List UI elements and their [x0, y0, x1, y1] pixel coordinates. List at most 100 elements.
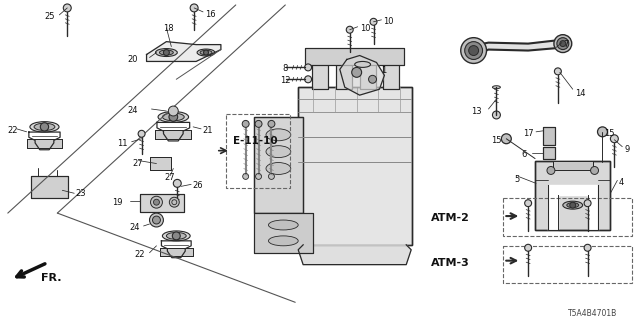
Text: 16: 16	[205, 10, 216, 19]
Text: 27: 27	[132, 159, 143, 168]
Text: 15: 15	[604, 129, 615, 138]
Text: FR.: FR.	[40, 273, 61, 283]
Circle shape	[584, 244, 591, 251]
Text: E-11-10: E-11-10	[233, 136, 277, 146]
Bar	[160, 248, 193, 256]
Bar	[503, 198, 632, 236]
Text: 6: 6	[521, 150, 527, 159]
Ellipse shape	[387, 57, 396, 62]
Circle shape	[525, 200, 532, 207]
Circle shape	[170, 197, 179, 207]
Text: 15: 15	[492, 136, 502, 145]
Ellipse shape	[383, 55, 399, 63]
Circle shape	[501, 134, 511, 144]
Text: 11: 11	[117, 139, 127, 148]
Bar	[305, 48, 404, 65]
Circle shape	[554, 35, 572, 52]
Bar	[253, 213, 313, 253]
Ellipse shape	[312, 55, 328, 63]
Text: 24: 24	[130, 223, 140, 232]
Ellipse shape	[268, 220, 298, 230]
Circle shape	[242, 120, 249, 127]
Bar	[31, 176, 68, 198]
Polygon shape	[298, 245, 411, 265]
Ellipse shape	[163, 113, 184, 121]
Text: 10: 10	[383, 17, 394, 26]
Ellipse shape	[163, 231, 190, 241]
Ellipse shape	[266, 146, 291, 157]
Text: 5: 5	[515, 175, 520, 184]
Circle shape	[591, 166, 598, 174]
Ellipse shape	[200, 50, 212, 55]
Bar	[543, 147, 555, 159]
Ellipse shape	[336, 55, 352, 63]
Circle shape	[525, 244, 532, 251]
Circle shape	[138, 130, 145, 137]
Circle shape	[152, 216, 161, 224]
Text: 23: 23	[75, 189, 86, 198]
Circle shape	[150, 196, 163, 208]
Ellipse shape	[158, 111, 189, 123]
Bar	[360, 60, 376, 89]
Bar	[140, 194, 184, 212]
Circle shape	[255, 120, 262, 127]
Circle shape	[547, 166, 555, 174]
Ellipse shape	[492, 86, 500, 89]
Text: 1: 1	[381, 67, 387, 76]
Text: 26: 26	[192, 181, 203, 190]
Bar	[543, 127, 555, 145]
Circle shape	[268, 120, 275, 127]
Text: 24: 24	[128, 106, 138, 115]
Circle shape	[63, 4, 71, 12]
Text: 8: 8	[282, 64, 288, 73]
Polygon shape	[340, 55, 385, 95]
Circle shape	[557, 38, 569, 50]
Bar	[31, 176, 68, 198]
Circle shape	[611, 135, 618, 143]
Ellipse shape	[197, 49, 215, 56]
Bar	[503, 246, 632, 284]
Bar	[543, 147, 555, 159]
Circle shape	[243, 173, 248, 180]
Polygon shape	[147, 42, 221, 61]
Bar	[312, 60, 328, 89]
Circle shape	[305, 76, 312, 83]
Text: 27: 27	[164, 173, 175, 182]
Bar	[253, 117, 303, 213]
Ellipse shape	[315, 57, 325, 62]
Text: 7: 7	[563, 40, 568, 49]
Ellipse shape	[339, 57, 349, 62]
Ellipse shape	[30, 122, 59, 132]
Ellipse shape	[166, 232, 186, 239]
Circle shape	[352, 68, 362, 77]
Ellipse shape	[159, 50, 173, 55]
Bar	[150, 156, 172, 171]
Circle shape	[40, 123, 49, 131]
Bar	[140, 194, 184, 212]
Ellipse shape	[360, 55, 376, 63]
Circle shape	[204, 50, 209, 55]
Bar	[336, 60, 352, 89]
Bar	[253, 117, 303, 213]
Circle shape	[168, 106, 179, 116]
Text: 9: 9	[624, 145, 630, 154]
Ellipse shape	[563, 201, 582, 209]
Bar	[156, 130, 191, 139]
Circle shape	[268, 173, 275, 180]
Bar	[553, 161, 593, 171]
Circle shape	[169, 113, 178, 121]
Bar	[253, 213, 313, 253]
Ellipse shape	[156, 49, 177, 57]
Circle shape	[598, 127, 607, 137]
Bar	[226, 114, 291, 188]
Circle shape	[570, 202, 576, 208]
Bar	[28, 140, 61, 148]
Circle shape	[154, 199, 159, 205]
Text: 4: 4	[618, 179, 623, 188]
Ellipse shape	[266, 163, 291, 174]
Text: 21: 21	[202, 126, 212, 135]
Text: 22: 22	[8, 126, 19, 135]
Bar	[535, 161, 611, 230]
Bar	[150, 156, 172, 171]
Bar	[28, 140, 61, 148]
